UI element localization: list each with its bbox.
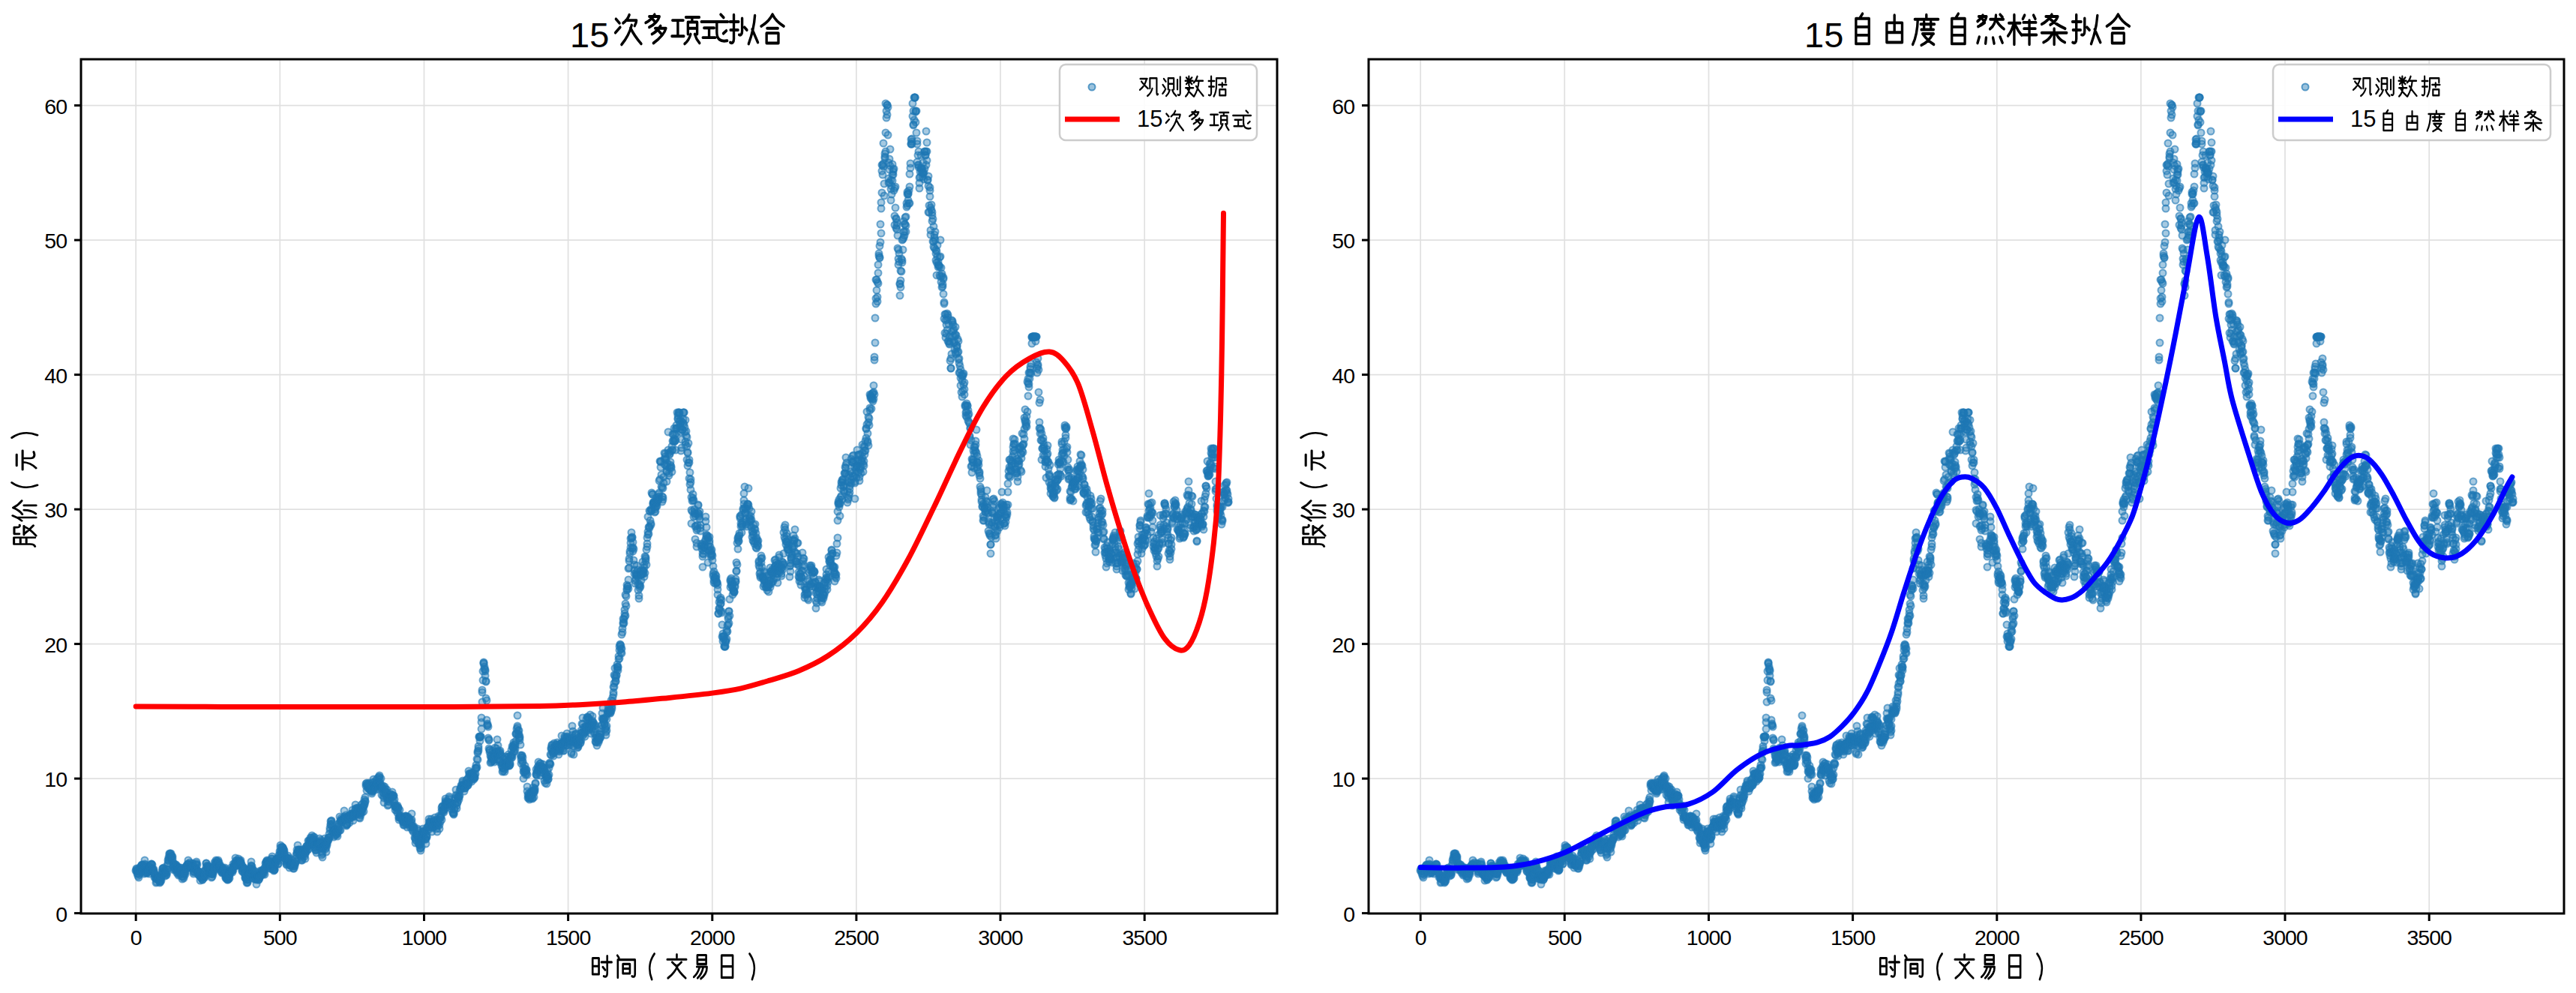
svg-text:3500: 3500 [2407,926,2452,950]
svg-text:15: 15 [1804,15,1843,55]
svg-text:0: 0 [1343,902,1354,926]
svg-text:1500: 1500 [546,926,591,950]
svg-text:1000: 1000 [1687,926,1732,950]
svg-text:1500: 1500 [1831,926,1876,950]
svg-text:2500: 2500 [834,926,879,950]
svg-text:15: 15 [2350,106,2376,132]
svg-text:10: 10 [1332,767,1354,791]
svg-text:500: 500 [263,926,297,950]
svg-text:3500: 3500 [1122,926,1167,950]
svg-text:30: 30 [1332,498,1354,522]
svg-text:3000: 3000 [978,926,1023,950]
svg-text:2000: 2000 [690,926,735,950]
svg-text:15: 15 [570,15,609,55]
svg-text:3000: 3000 [2263,926,2308,950]
svg-text:20: 20 [1332,633,1354,657]
svg-text:20: 20 [44,633,67,657]
svg-text:15: 15 [1137,106,1162,132]
svg-text:2000: 2000 [1975,926,2020,950]
svg-text:0: 0 [55,902,67,926]
svg-text:10: 10 [44,767,67,791]
svg-text:0: 0 [130,926,142,950]
svg-text:1000: 1000 [402,926,447,950]
svg-text:50: 50 [44,229,67,253]
svg-text:60: 60 [1332,94,1354,118]
svg-text:40: 40 [44,364,67,388]
svg-text:500: 500 [1548,926,1582,950]
svg-text:40: 40 [1332,364,1354,388]
svg-text:2500: 2500 [2119,926,2164,950]
svg-text:30: 30 [44,498,67,522]
svg-text:60: 60 [44,94,67,118]
svg-text:50: 50 [1332,229,1354,253]
svg-text:0: 0 [1415,926,1426,950]
